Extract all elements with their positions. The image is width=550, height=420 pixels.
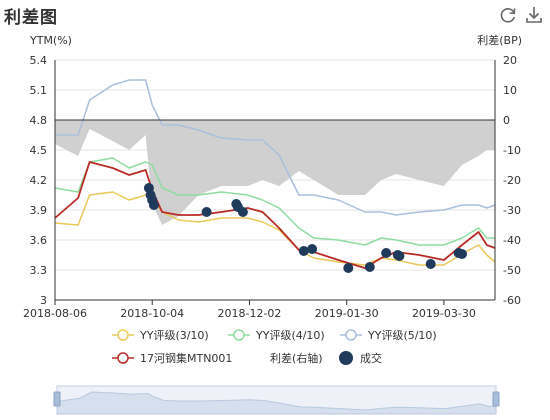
legend-label: 成交 xyxy=(360,351,382,365)
axes: 5.4 5.1 4.8 4.5 4.2 3.9 3.6 3.3 3 20 10 0 -10 -20 -30 -… xyxy=(23,54,521,320)
download-icon[interactable] xyxy=(524,5,544,25)
legend-label: YY评级(5/10) xyxy=(367,329,437,342)
zoom-handle-left[interactable] xyxy=(53,391,61,407)
legend-marker xyxy=(233,329,245,341)
y-tick-label: 4.8 xyxy=(30,114,48,127)
y2-tick-label: -10 xyxy=(503,144,521,157)
x-tick-label: 2019-01-30 xyxy=(315,307,379,320)
y-tick-label: 4.5 xyxy=(30,144,48,157)
spread-area xyxy=(55,120,495,225)
y2-tick-label: -20 xyxy=(503,174,521,187)
refresh-icon[interactable] xyxy=(498,5,518,25)
trade-point[interactable] xyxy=(364,262,375,272)
legend-item-5[interactable]: 利差(右轴) xyxy=(270,351,323,365)
trade-point[interactable] xyxy=(381,248,392,258)
y2-tick-label: -40 xyxy=(503,234,521,247)
trade-point[interactable] xyxy=(307,244,318,254)
legend-label: 利差(右轴) xyxy=(270,351,323,365)
x-tick-label: 2019-03-30 xyxy=(412,307,476,320)
y2-tick-label: 0 xyxy=(503,114,510,127)
legend-item-6[interactable]: 成交 xyxy=(339,351,382,365)
legend-item-4[interactable]: 17河钢集MTN001 xyxy=(112,351,232,365)
y-tick-label: 5.1 xyxy=(30,84,48,97)
trade-point[interactable] xyxy=(201,207,212,217)
y-tick-label: 3 xyxy=(40,294,47,307)
legend-label: YY评级(4/10) xyxy=(255,329,325,342)
y-tick-label: 5.4 xyxy=(30,54,48,67)
trade-point[interactable] xyxy=(343,263,354,273)
legend-item-3[interactable]: YY评级(5/10) xyxy=(340,329,437,342)
y2-tick-label: 10 xyxy=(503,84,517,97)
page-title: 利差图 xyxy=(4,8,58,28)
y-tick-label: 4.2 xyxy=(30,174,48,187)
y2-tick-label: -30 xyxy=(503,204,521,217)
y-axis-label: YTM(%) xyxy=(29,34,72,47)
y-tick-label: 3.6 xyxy=(30,234,48,247)
trade-point[interactable] xyxy=(298,246,309,256)
series-line-2 xyxy=(54,157,495,246)
series-lines xyxy=(54,79,496,269)
y2-axis-label: 利差(BP) xyxy=(477,33,522,47)
legend-item-2[interactable]: YY评级(4/10) xyxy=(228,329,325,342)
data-zoom-slider[interactable] xyxy=(53,385,500,415)
legend-marker xyxy=(345,329,357,341)
spread-area-series xyxy=(55,120,495,225)
zoom-handle-right[interactable] xyxy=(492,391,500,407)
y2-tick-label: 20 xyxy=(503,54,517,67)
series-line-3 xyxy=(55,79,496,216)
x-tick-label: 2018-10-04 xyxy=(120,307,184,320)
trade-point[interactable] xyxy=(148,200,159,210)
chart-header: 利差图 xyxy=(0,0,550,30)
x-tick-label: 2018-08-06 xyxy=(23,307,87,320)
legend-label: 17河钢集MTN001 xyxy=(140,351,232,365)
trade-point[interactable] xyxy=(457,249,467,259)
legend-item-1[interactable]: YY评级(3/10) xyxy=(112,329,209,342)
zoom-preview xyxy=(56,391,497,415)
legend-marker xyxy=(117,352,129,364)
trade-point[interactable] xyxy=(425,259,436,269)
x-tick-label: 2018-12-02 xyxy=(217,307,281,320)
legend: YY评级(3/10) YY评级(4/10) YY评级(5/10) 17河钢集MTN00… xyxy=(112,329,437,365)
y2-tick-label: -60 xyxy=(503,294,521,307)
series-line-1 xyxy=(54,191,496,266)
series-line-4 xyxy=(54,161,496,269)
legend-marker xyxy=(117,329,129,341)
legend-marker xyxy=(339,351,353,365)
y-tick-label: 3.3 xyxy=(30,264,48,277)
trade-point[interactable] xyxy=(237,207,248,217)
trade-point[interactable] xyxy=(394,251,405,261)
y-tick-label: 3.9 xyxy=(30,204,48,217)
trade-markers xyxy=(143,183,467,273)
legend-label: YY评级(3/10) xyxy=(139,329,209,342)
y2-tick-label: -50 xyxy=(503,264,521,277)
